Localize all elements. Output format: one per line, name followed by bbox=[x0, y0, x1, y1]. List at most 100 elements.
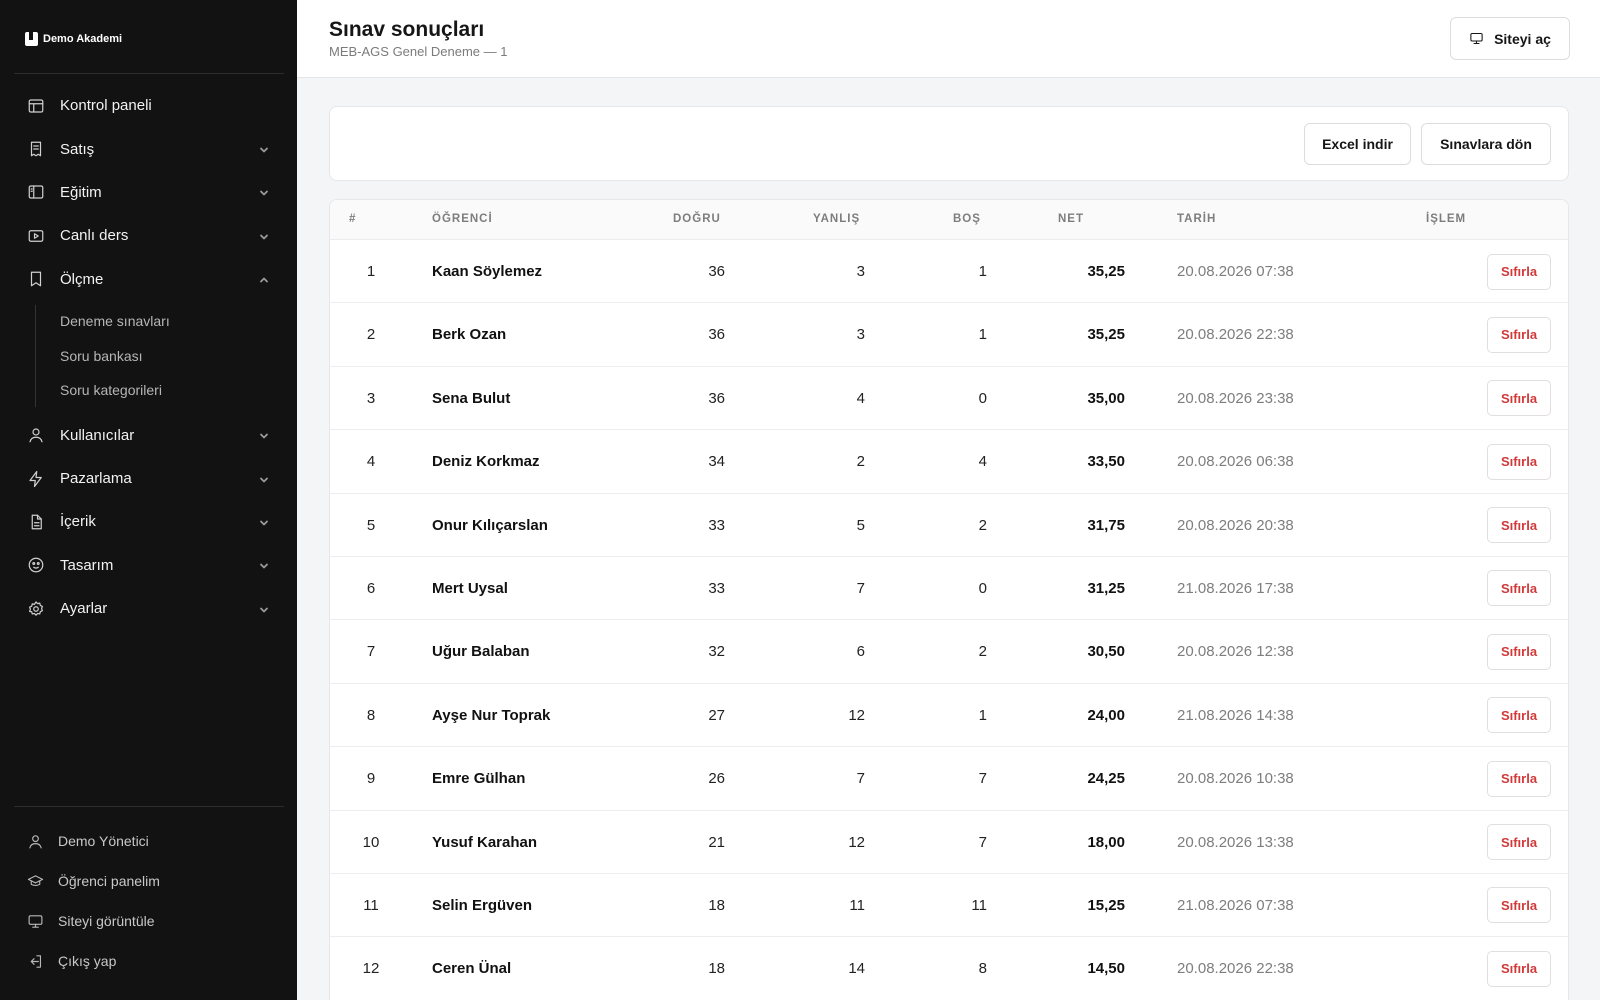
page-header: Sınav sonuçları MEB-AGS Genel Deneme — 1… bbox=[297, 0, 1600, 78]
sidebar-divider bbox=[14, 73, 284, 74]
student-name: Selin Ergüven bbox=[432, 896, 533, 914]
bolt-icon bbox=[27, 470, 45, 488]
action-bar: Excel indir Sınavlara dön bbox=[329, 106, 1569, 181]
row-actions: Sıfırla bbox=[1487, 684, 1551, 747]
dogru-count: 36 bbox=[708, 326, 725, 344]
chevron-down-icon bbox=[258, 603, 270, 615]
row-index: 7 bbox=[366, 643, 376, 661]
dogru-count: 36 bbox=[708, 263, 725, 280]
footer-item-label: Çıkış yap bbox=[58, 953, 117, 969]
sidebar-item-satis[interactable]: Satış bbox=[14, 127, 284, 170]
sidebar: Demo Akademi Kontrol paneli Satış Eğitim… bbox=[0, 0, 297, 1000]
sidebar-item-tasarim[interactable]: Tasarım bbox=[14, 544, 284, 587]
page-subtitle: MEB-AGS Genel Deneme — 1 bbox=[329, 44, 508, 59]
reset-button[interactable]: Sıfırla bbox=[1487, 887, 1551, 924]
row-index: 5 bbox=[366, 516, 376, 534]
brand[interactable]: Demo Akademi bbox=[25, 32, 122, 46]
sidebar-item-kontrol-paneli[interactable]: Kontrol paneli bbox=[14, 84, 284, 127]
footer-item-cikis-yap[interactable]: Çıkış yap bbox=[14, 941, 284, 981]
net-score: 15,25 bbox=[1087, 896, 1125, 914]
sidebar-item-label: Canlı ders bbox=[60, 227, 129, 245]
sidebar-item-label: Ölçme bbox=[60, 270, 104, 288]
file-icon bbox=[27, 513, 45, 531]
yanlis-count: 3 bbox=[856, 263, 865, 280]
row-actions: Sıfırla bbox=[1487, 430, 1551, 493]
table-row: 3 Sena Bulut 36 4 0 35,00 20.08.2026 23:… bbox=[330, 367, 1568, 431]
column-header-index: # bbox=[349, 213, 357, 225]
row-actions: Sıfırla bbox=[1487, 620, 1551, 683]
reset-button[interactable]: Sıfırla bbox=[1487, 380, 1551, 417]
sidebar-footer: Demo Yönetici Öğrenci panelim Siteyi gör… bbox=[14, 821, 284, 981]
row-actions: Sıfırla bbox=[1487, 937, 1551, 1000]
footer-item-demo-yonetici[interactable]: Demo Yönetici bbox=[14, 821, 284, 861]
student-name: Ceren Ünal bbox=[432, 960, 512, 978]
sidebar-item-egitim[interactable]: Eğitim bbox=[14, 171, 284, 214]
footer-item-label: Öğrenci panelim bbox=[58, 873, 160, 889]
reset-button[interactable]: Sıfırla bbox=[1487, 697, 1551, 734]
bos-count: 7 bbox=[978, 770, 987, 788]
bos-count: 0 bbox=[978, 579, 987, 597]
yanlis-count: 7 bbox=[856, 579, 865, 597]
play-icon bbox=[27, 227, 45, 245]
sidebar-subitem-soru-bankasi[interactable]: Soru bankası bbox=[60, 347, 143, 364]
net-score: 31,25 bbox=[1087, 579, 1125, 597]
chevron-down-icon bbox=[258, 230, 270, 242]
reset-button[interactable]: Sıfırla bbox=[1487, 760, 1551, 797]
chevron-down-icon bbox=[258, 516, 270, 528]
reset-button[interactable]: Sıfırla bbox=[1487, 253, 1551, 290]
sidebar-item-icerik[interactable]: İçerik bbox=[14, 500, 284, 543]
footer-item-ogrenci-panelim[interactable]: Öğrenci panelim bbox=[14, 861, 284, 901]
exam-date: 20.08.2026 10:38 bbox=[1177, 770, 1294, 788]
table-row: 7 Uğur Balaban 32 6 2 30,50 20.08.2026 1… bbox=[330, 620, 1568, 684]
chevron-down-icon bbox=[258, 473, 270, 485]
net-score: 24,00 bbox=[1087, 706, 1125, 724]
student-name: Kaan Söylemez bbox=[432, 263, 543, 280]
excel-download-button[interactable]: Excel indir bbox=[1304, 123, 1411, 165]
sidebar-item-canli-ders[interactable]: Canlı ders bbox=[14, 214, 284, 257]
exam-date: 20.08.2026 13:38 bbox=[1177, 833, 1294, 851]
sidebar-item-kullanicilar[interactable]: Kullanıcılar bbox=[14, 413, 284, 456]
brand-logo-icon bbox=[25, 32, 38, 46]
dogru-count: 18 bbox=[708, 960, 725, 978]
page-title: Sınav sonuçları bbox=[329, 18, 485, 41]
reset-button[interactable]: Sıfırla bbox=[1487, 824, 1551, 861]
bookmark-icon bbox=[27, 270, 45, 288]
panel-icon bbox=[27, 183, 45, 201]
dogru-count: 34 bbox=[708, 453, 725, 471]
row-actions: Sıfırla bbox=[1487, 367, 1551, 430]
row-index: 6 bbox=[366, 579, 376, 597]
sidebar-item-ayarlar[interactable]: Ayarlar bbox=[14, 587, 284, 630]
exam-date: 20.08.2026 12:38 bbox=[1177, 643, 1294, 661]
reset-button[interactable]: Sıfırla bbox=[1487, 443, 1551, 480]
exam-date: 20.08.2026 06:38 bbox=[1177, 453, 1294, 471]
student-name: Yusuf Karahan bbox=[432, 833, 538, 851]
open-site-button[interactable]: Siteyi aç bbox=[1450, 17, 1570, 60]
student-name: Deniz Korkmaz bbox=[432, 453, 540, 471]
reset-button[interactable]: Sıfırla bbox=[1487, 507, 1551, 544]
bos-count: 7 bbox=[978, 833, 987, 851]
yanlis-count: 11 bbox=[849, 896, 865, 914]
bos-count: 0 bbox=[978, 389, 987, 407]
chevron-down-icon bbox=[258, 429, 270, 441]
sidebar-item-pazarlama[interactable]: Pazarlama bbox=[14, 457, 284, 500]
dogru-count: 33 bbox=[708, 516, 725, 534]
sidebar-subitem-soru-kategorileri[interactable]: Soru kategorileri bbox=[60, 382, 162, 399]
sidebar-item-olcme[interactable]: Ölçme bbox=[14, 258, 284, 301]
sidebar-item-label: Satış bbox=[60, 140, 95, 158]
back-to-exams-button[interactable]: Sınavlara dön bbox=[1421, 123, 1551, 165]
bos-count: 2 bbox=[978, 516, 987, 534]
yanlis-count: 12 bbox=[848, 706, 865, 724]
reset-button[interactable]: Sıfırla bbox=[1487, 633, 1551, 670]
footer-item-siteyi-goruntule[interactable]: Siteyi görüntüle bbox=[14, 901, 284, 941]
bos-count: 4 bbox=[978, 453, 987, 471]
exam-date: 20.08.2026 20:38 bbox=[1177, 516, 1294, 534]
sidebar-subitem-deneme-sinavlari[interactable]: Deneme sınavları bbox=[60, 313, 170, 330]
student-name: Ayşe Nur Toprak bbox=[432, 706, 551, 724]
reset-button[interactable]: Sıfırla bbox=[1487, 316, 1551, 353]
sidebar-item-label: Kullanıcılar bbox=[60, 426, 135, 444]
net-score: 18,00 bbox=[1087, 833, 1125, 851]
yanlis-count: 3 bbox=[856, 326, 865, 344]
table-row: 4 Deniz Korkmaz 34 2 4 33,50 20.08.2026 … bbox=[330, 430, 1568, 494]
reset-button[interactable]: Sıfırla bbox=[1487, 570, 1551, 607]
reset-button[interactable]: Sıfırla bbox=[1487, 950, 1551, 987]
